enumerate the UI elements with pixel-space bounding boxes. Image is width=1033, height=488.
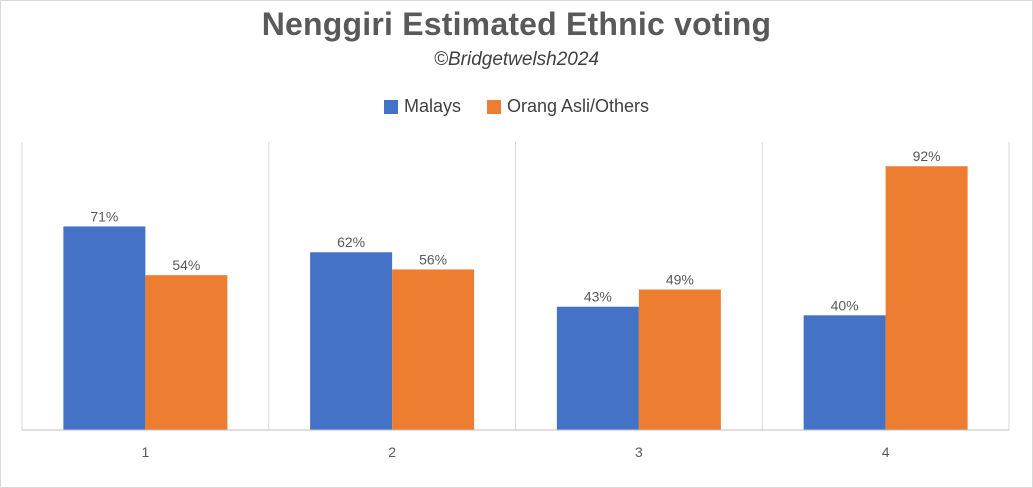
chart-subtitle: ©Bridgetwelsh2024 [433,49,600,70]
bar-malays-3 [556,306,639,430]
bar-malays-1 [63,226,146,430]
x-tick-label-1: 1 [141,444,149,460]
x-tick-label-4: 4 [882,444,890,460]
data-label-orang-asli-others-4: 92% [913,148,941,164]
bar-orang-asli-others-4 [885,166,968,430]
data-label-orang-asli-others-2: 56% [419,251,447,267]
legend-label-orang-asli-others: Orang Asli/Others [506,96,650,116]
legend-item-orang-asli-others: Orang Asli/Others [486,96,650,117]
chart-title: Nenggiri Estimated Ethnic voting [261,6,772,42]
bar-orang-asli-others-2 [392,269,475,430]
data-label-malays-3: 43% [584,289,612,305]
data-label-orang-asli-others-3: 49% [666,272,694,288]
x-tick-label-3: 3 [635,444,643,460]
legend-swatch-malays [383,99,398,114]
legend-label-malays: Malays [403,96,461,116]
bar-malays-4 [803,315,886,430]
legend-swatch-orang-asli-others [486,99,501,114]
legend: Malays Orang Asli/Others [0,96,1033,117]
bar-orang-asli-others-1 [145,275,228,430]
data-label-malays-1: 71% [90,208,118,224]
legend-item-malays: Malays [383,96,461,117]
data-label-orang-asli-others-1: 54% [172,257,200,273]
bar-orang-asli-others-3 [638,289,721,430]
data-label-malays-4: 40% [831,297,859,313]
data-label-malays-2: 62% [337,234,365,250]
x-tick-label-2: 2 [388,444,396,460]
bar-malays-2 [310,252,393,430]
